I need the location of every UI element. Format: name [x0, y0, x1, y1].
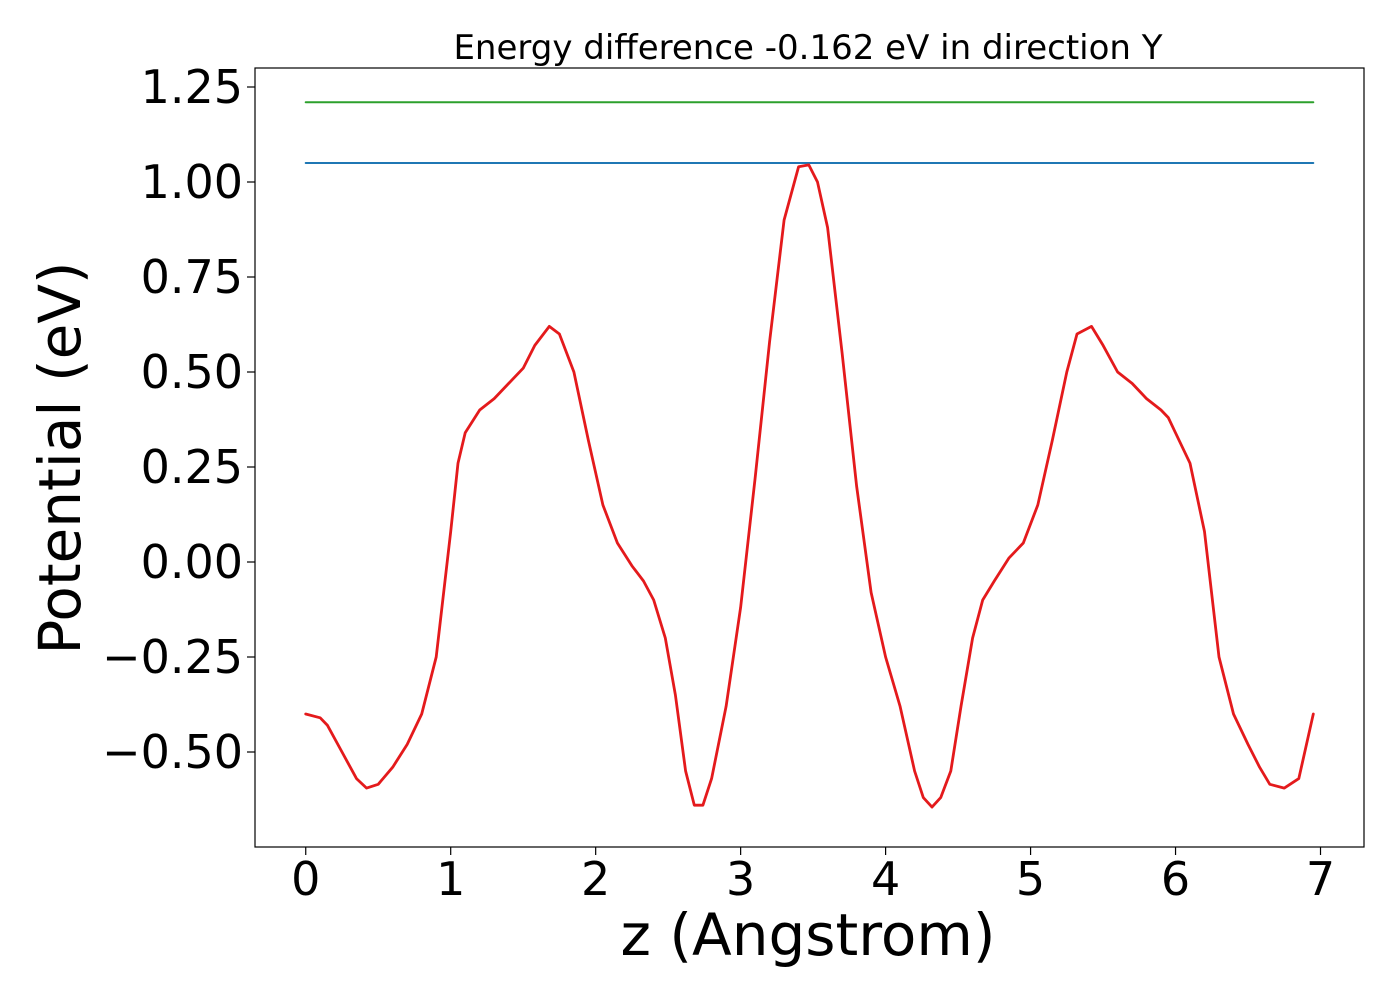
x-tick-label: 6 [1161, 852, 1190, 906]
y-tick-label: 0.75 [141, 250, 243, 304]
plot-frame [254, 67, 1365, 848]
y-tick-label: 0.00 [141, 535, 243, 589]
y-tick-label: 0.50 [141, 345, 243, 399]
x-axis-label: z (Angstrom) [621, 901, 996, 969]
x-ticks: 0 1 2 3 4 5 6 7 [291, 847, 1335, 906]
x-tick-label: 0 [291, 852, 320, 906]
y-axis-label: Potential (eV) [26, 261, 94, 654]
x-tick-label: 1 [436, 852, 465, 906]
y-tick-label: 1.25 [141, 60, 243, 114]
chart-title: Energy difference -0.162 eV in direction… [453, 28, 1162, 68]
series-layer [304, 101, 1315, 809]
x-tick-label: 5 [1016, 852, 1045, 906]
y-tick-label: 1.00 [141, 155, 243, 209]
y-tick-label: 0.25 [141, 440, 243, 494]
x-tick-label: 7 [1306, 852, 1335, 906]
y-tick-label: −0.25 [102, 630, 243, 684]
x-tick-label: 2 [581, 852, 610, 906]
y-ticks: −0.50 −0.25 0.00 0.25 0.50 0.75 1.00 1.25 [102, 60, 255, 779]
x-tick-label: 3 [726, 852, 755, 906]
potential-curve [304, 163, 1315, 809]
x-tick-label: 4 [871, 852, 900, 906]
y-tick-label: −0.50 [102, 725, 243, 779]
